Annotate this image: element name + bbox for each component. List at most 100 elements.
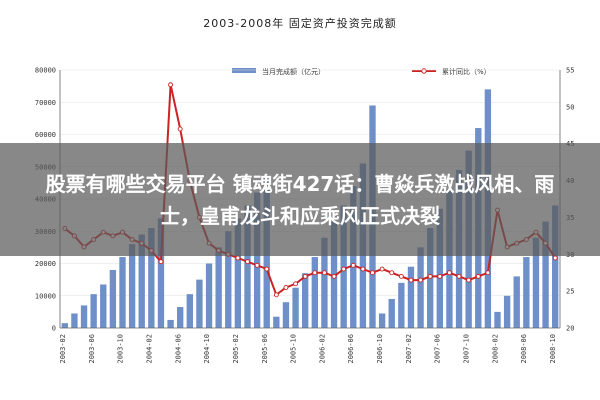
legend-line-label: 累计同比（%） [442, 67, 491, 76]
bar [90, 294, 97, 328]
line-point [273, 292, 279, 298]
legend-bar-swatch [232, 68, 256, 73]
bar [513, 276, 520, 328]
bar [138, 234, 145, 328]
bar [273, 316, 280, 328]
bar [61, 323, 68, 328]
bar [542, 221, 549, 328]
line-point [389, 270, 395, 276]
bar [350, 186, 357, 328]
legend-bar-label: 当月完成额（亿元） [262, 67, 325, 76]
bar [148, 228, 155, 328]
line-point [379, 266, 385, 272]
line-point [370, 270, 375, 276]
line-point [302, 273, 308, 279]
bar [186, 294, 193, 328]
bar [494, 311, 501, 328]
bar [196, 279, 203, 328]
x-tick-label: 2007-06 [434, 334, 442, 364]
x-tick-label: 2008-10 [549, 334, 557, 364]
line-point [427, 273, 433, 279]
right-tick-label: 55 [566, 67, 574, 75]
x-tick-label: 2006-06 [347, 334, 355, 364]
x-tick-label: 2003-06 [88, 334, 96, 364]
bar [292, 287, 299, 328]
x-tick-label: 2007-02 [405, 334, 413, 364]
line-point [350, 262, 356, 268]
x-axis: 2003-02 2003-06 2003-10 2004-02 2004-06 2004-… [59, 327, 560, 364]
bar [80, 305, 88, 328]
bar [321, 237, 328, 328]
bar [157, 218, 165, 328]
line-point [312, 270, 318, 276]
chart-title: 2003-2008年 固定资产投资完成额 [203, 16, 396, 30]
bar [71, 313, 78, 328]
x-tick-label: 2008-02 [491, 334, 499, 364]
bar [253, 192, 261, 328]
bar [388, 298, 395, 328]
line-point [552, 255, 558, 261]
bar [378, 313, 386, 328]
legend-line-marker [421, 68, 427, 74]
bar [234, 218, 242, 328]
line-point [321, 270, 327, 276]
x-tick-label: 2004-10 [203, 334, 211, 364]
bar [532, 237, 540, 328]
bar [225, 231, 232, 328]
x-tick-label: 2003-02 [59, 334, 67, 364]
legend: 当月完成额（亿元） 累计同比（%） [232, 67, 491, 76]
line-point [456, 273, 462, 279]
line-point [437, 273, 443, 279]
line-point [466, 277, 472, 283]
line-point [264, 266, 270, 272]
headline-text[interactable]: 股票有哪些交易平台 镇魂街427话：曹焱兵激战风相、雨士，皇甫龙斗和应乘风正式决… [45, 171, 555, 228]
line-point [158, 259, 164, 265]
bar [244, 205, 251, 328]
bar [446, 189, 453, 328]
line-point [360, 266, 366, 272]
line-point [398, 273, 404, 279]
line-point [475, 273, 481, 279]
line-point [331, 273, 337, 279]
x-tick-label: 2008-06 [520, 334, 528, 364]
line-point [446, 270, 452, 276]
bar [523, 257, 530, 328]
bar [311, 257, 318, 328]
bar [215, 247, 222, 328]
line-point [235, 255, 241, 261]
bar [167, 319, 174, 328]
left-tick-label: 60000 [35, 131, 56, 139]
line-point [254, 262, 260, 268]
bar [436, 208, 443, 328]
right-tick-label: 25 [566, 288, 574, 296]
bar [407, 266, 415, 328]
bar [552, 205, 559, 328]
bar [398, 282, 405, 328]
x-tick-label: 2004-06 [174, 334, 182, 364]
headline-banner[interactable]: 股票有哪些交易平台 镇魂街427话：曹焱兵激战风相、雨士，皇甫龙斗和应乘风正式决… [0, 143, 600, 256]
x-tick-label: 2005-10 [290, 334, 298, 364]
left-tick-label: 20000 [35, 260, 56, 268]
line-point [408, 277, 414, 283]
line-point [293, 281, 299, 287]
bar [503, 295, 511, 328]
right-tick-label: 20 [566, 325, 574, 333]
x-tick-label: 2006-10 [376, 334, 384, 364]
left-tick-label: 0 [52, 325, 56, 333]
line-point [168, 82, 174, 88]
line-point [341, 266, 347, 272]
left-tick-label: 80000 [35, 67, 56, 75]
x-tick-label: 2005-06 [261, 334, 269, 364]
x-tick-label: 2004-02 [145, 334, 153, 364]
line-point [245, 259, 250, 265]
line-point [283, 285, 289, 290]
x-tick-label: 2006-02 [318, 334, 326, 364]
x-tick-label: 2005-02 [232, 334, 240, 364]
left-tick-label: 70000 [35, 99, 56, 107]
line-point [418, 277, 424, 283]
bar [417, 247, 424, 328]
left-tick-label: 10000 [35, 292, 56, 300]
bar [177, 307, 184, 328]
x-tick-label: 2007-10 [463, 334, 471, 364]
x-tick-label: 2003-10 [117, 334, 125, 364]
